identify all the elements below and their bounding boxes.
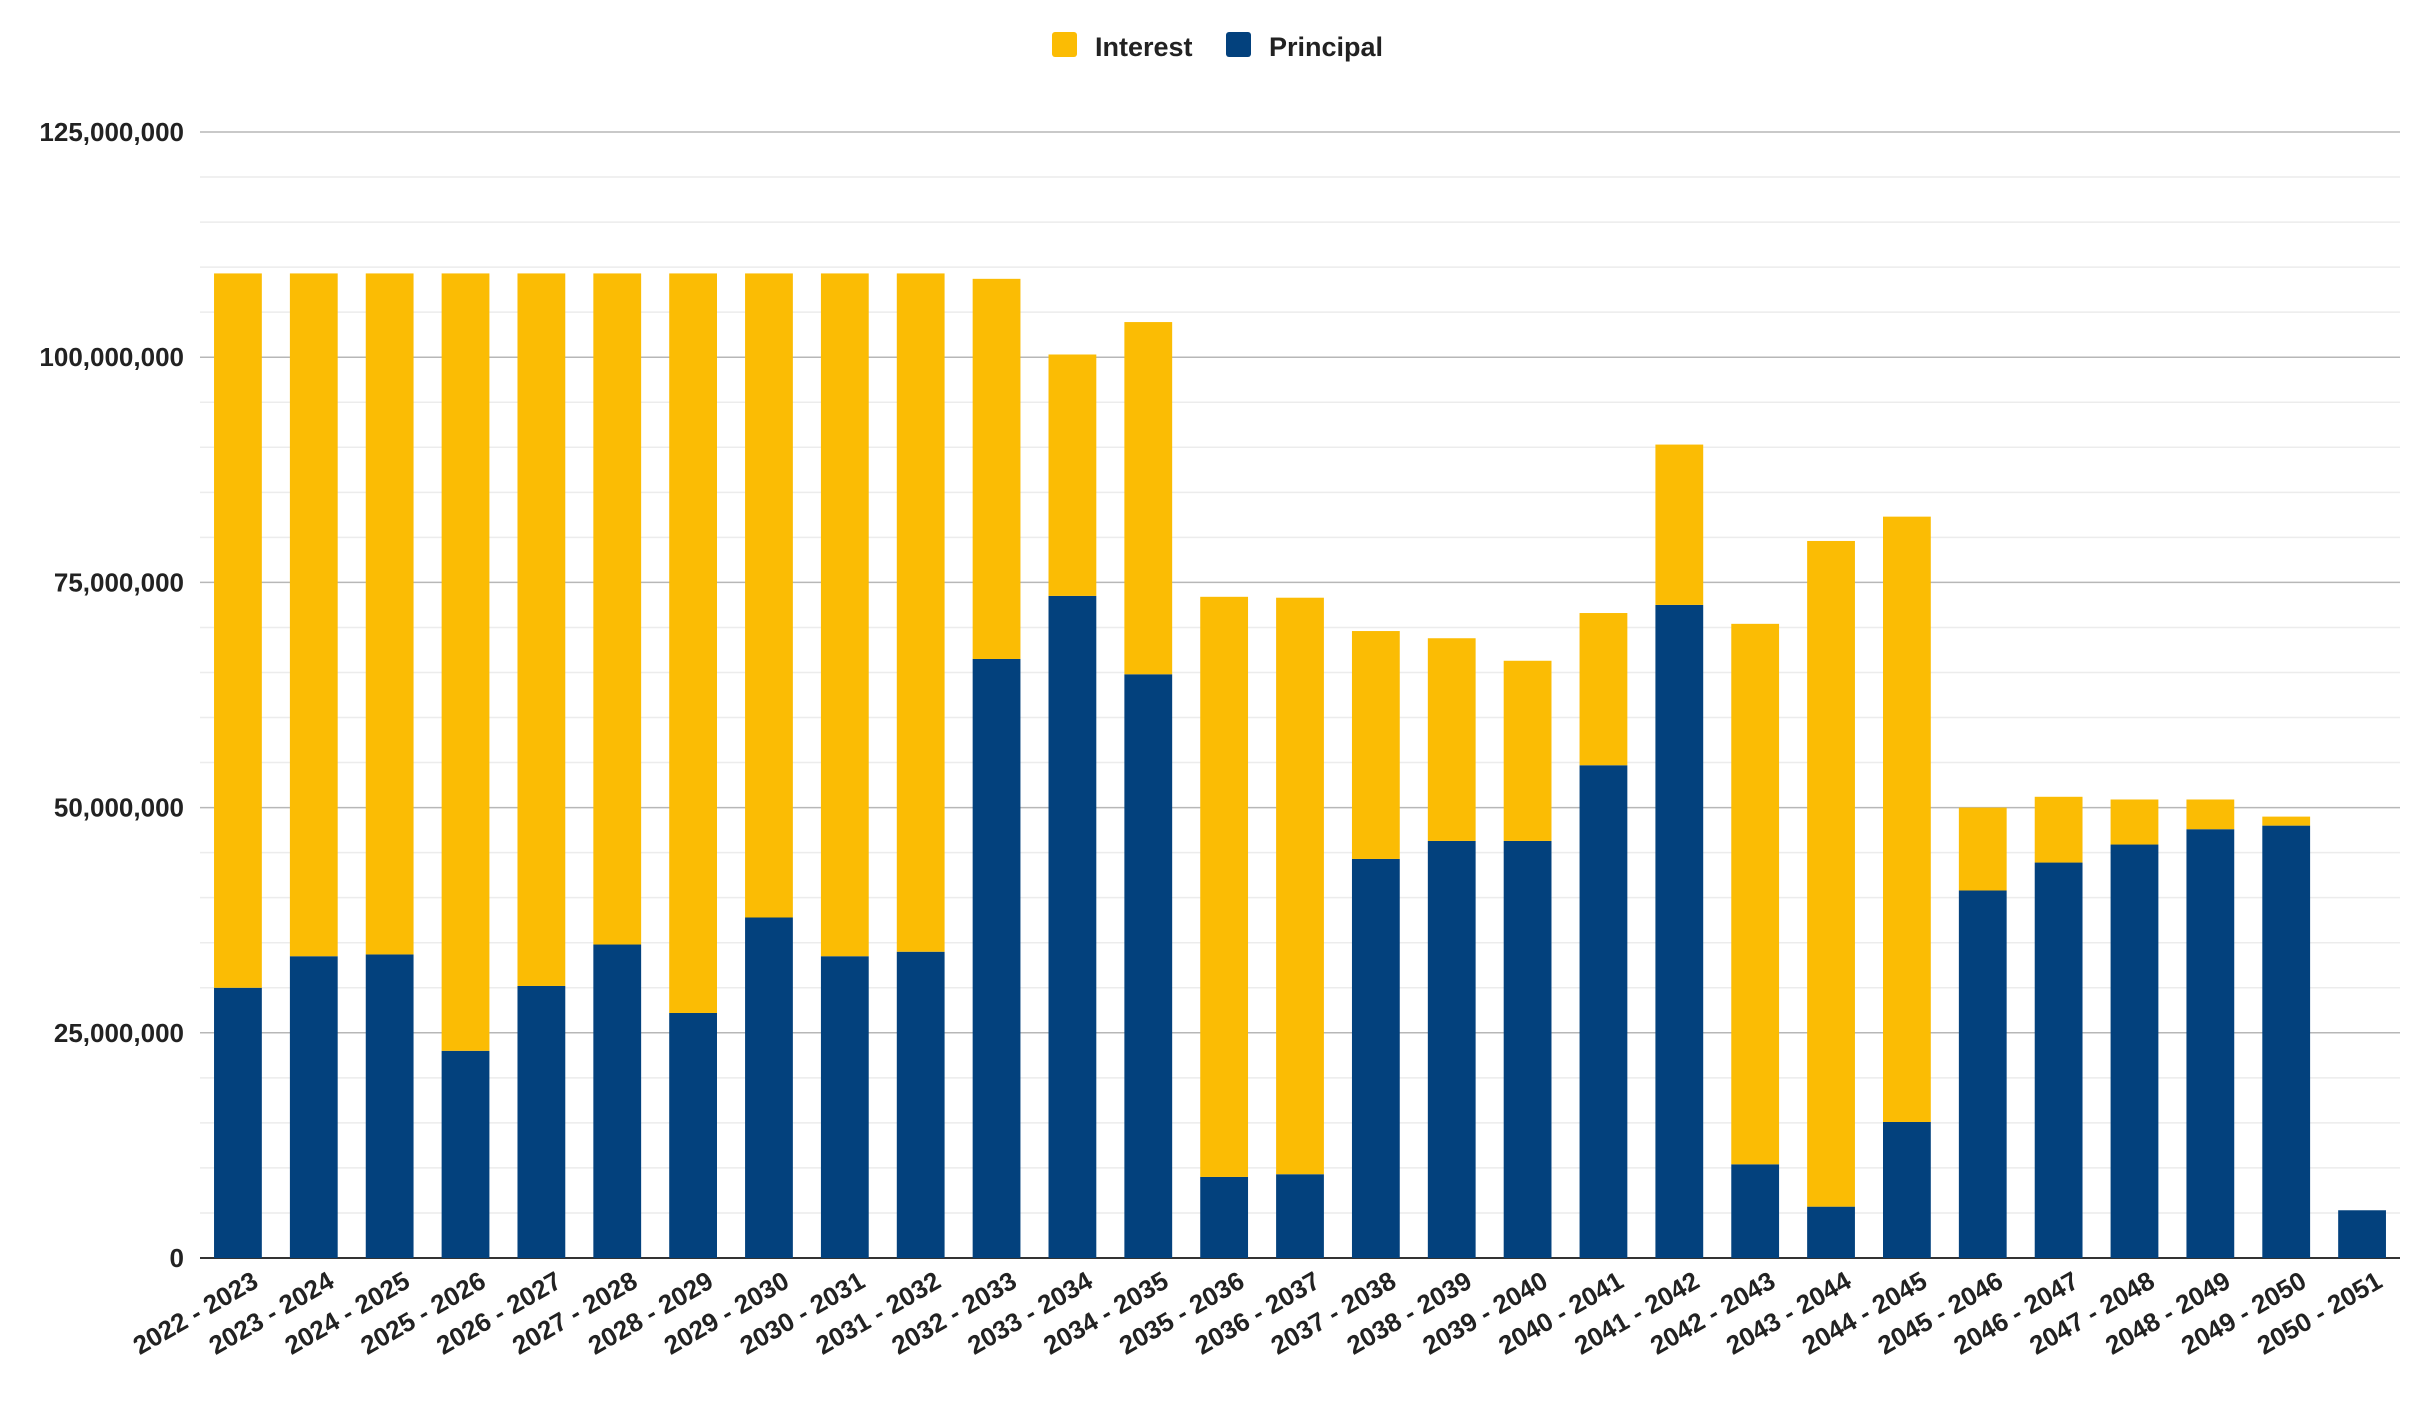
bar-interest — [1124, 322, 1173, 675]
bar-interest — [2186, 799, 2235, 830]
bar-interest — [1883, 516, 1931, 1122]
bar-interest — [593, 273, 642, 945]
bar-principal — [1048, 595, 1097, 1258]
bar-interest — [1579, 613, 1628, 766]
legend-label-principal: Principal — [1269, 32, 1383, 62]
bar-interest — [1807, 540, 1855, 1207]
y-tick-label: 50,000,000 — [54, 793, 184, 823]
bar-interest — [1655, 444, 1704, 605]
bar-interest — [1200, 596, 1249, 1177]
bars — [214, 273, 2386, 1258]
bar-interest — [2262, 816, 2311, 826]
bar-principal — [745, 917, 793, 1258]
y-tick-label: 100,000,000 — [39, 342, 184, 372]
legend: Interest Principal — [1052, 32, 1383, 62]
bar-principal — [820, 956, 869, 1258]
bar-interest — [745, 273, 793, 918]
bar-principal — [1200, 1176, 1249, 1258]
legend-swatch-interest — [1052, 32, 1077, 57]
bar-interest — [365, 273, 414, 955]
bar-interest — [2110, 799, 2159, 845]
bar-principal — [2338, 1210, 2386, 1258]
bar-interest — [289, 273, 338, 957]
bar-interest — [1427, 638, 1476, 841]
y-tick-label: 75,000,000 — [54, 567, 184, 597]
bar-interest — [517, 273, 566, 986]
y-axis: 0 25,000,000 50,000,000 75,000,000 100,000,0… — [39, 117, 184, 1273]
bar-interest — [1048, 354, 1097, 596]
bar-principal — [1958, 890, 2007, 1258]
bar-interest — [1958, 807, 2007, 891]
bar-principal — [1731, 1164, 1780, 1258]
bar-interest — [896, 273, 945, 952]
y-tick-label: 0 — [170, 1243, 184, 1273]
bar-principal — [517, 985, 566, 1258]
bar-interest — [1503, 660, 1552, 841]
bar-principal — [1503, 840, 1552, 1258]
legend-label-interest: Interest — [1095, 32, 1193, 62]
bar-principal — [1427, 840, 1476, 1258]
bar-principal — [1276, 1174, 1324, 1258]
bar-interest — [669, 273, 717, 1013]
bar-principal — [441, 1050, 490, 1258]
bar-principal — [1655, 604, 1704, 1258]
bar-principal — [896, 951, 945, 1258]
gridlines — [200, 131, 2400, 1259]
bar-interest — [1731, 623, 1780, 1165]
bar-principal — [365, 954, 414, 1258]
bar-principal — [289, 956, 338, 1258]
bar-interest — [820, 273, 869, 957]
bar-principal — [2186, 829, 2235, 1258]
bar-principal — [1883, 1121, 1931, 1258]
bar-principal — [1351, 858, 1400, 1258]
bar-interest — [1351, 631, 1400, 859]
bar-principal — [1579, 765, 1628, 1258]
bar-principal — [214, 987, 262, 1258]
bar-principal — [1807, 1206, 1855, 1258]
bar-principal — [2262, 825, 2311, 1258]
legend-swatch-principal — [1226, 32, 1251, 57]
bar-principal — [669, 1012, 717, 1258]
y-tick-label: 125,000,000 — [39, 117, 184, 147]
bar-principal — [1124, 674, 1173, 1258]
bar-interest — [972, 278, 1021, 659]
y-tick-label: 25,000,000 — [54, 1018, 184, 1048]
bar-principal — [2110, 844, 2159, 1258]
bar-principal — [593, 944, 642, 1258]
bar-principal — [972, 658, 1021, 1258]
bar-interest — [1276, 597, 1324, 1175]
bar-interest — [214, 273, 262, 988]
bar-principal — [2034, 862, 2083, 1258]
bar-interest — [2034, 796, 2083, 863]
bar-interest — [441, 273, 490, 1051]
